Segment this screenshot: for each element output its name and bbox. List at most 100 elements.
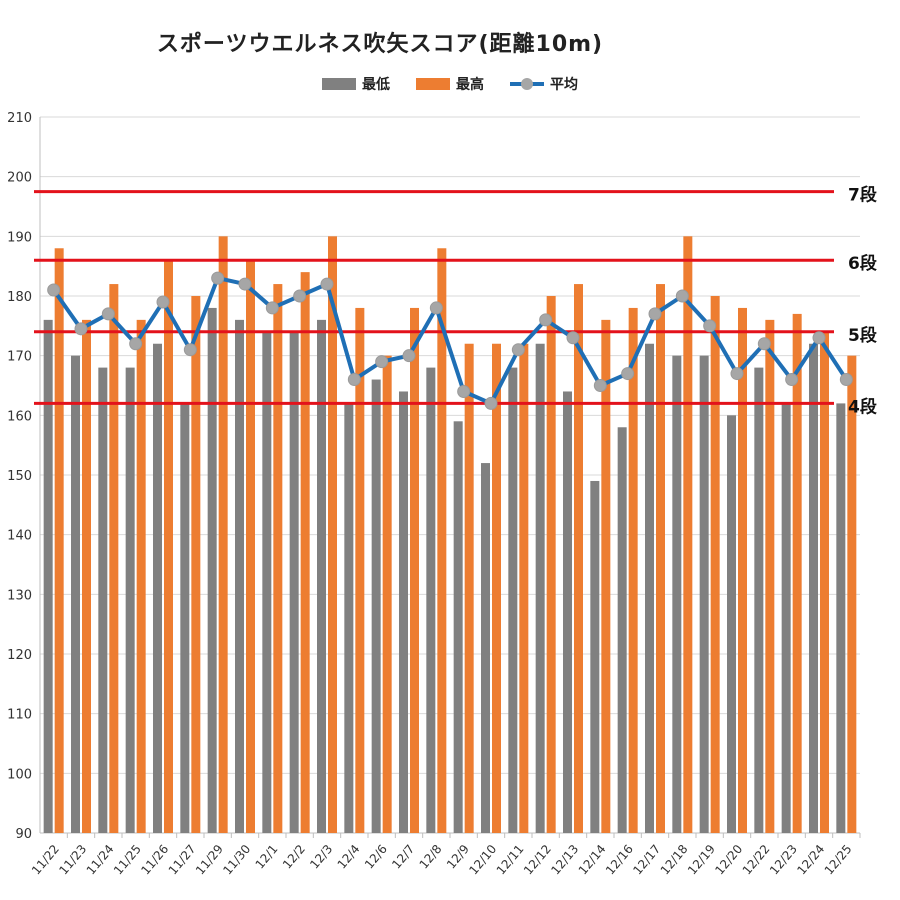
x-tick-label: 12/2 [280,842,308,872]
avg-point [839,373,853,387]
bar-min [699,355,709,833]
bar-min [508,367,518,833]
bar-max [109,284,119,834]
avg-point [74,322,88,336]
bar-max [382,355,392,833]
bar-max [464,343,474,833]
avg-point [757,337,771,351]
bar-max [164,260,173,833]
bar-min [672,355,682,833]
y-tick-label: 190 [7,230,32,245]
x-tick-label: 12/6 [362,842,390,872]
reference-label: 5段 [848,325,877,346]
avg-point [129,337,143,351]
y-tick-label: 170 [7,350,32,365]
legend-item-max: 最高 [416,74,484,94]
x-tick-label: 12/12 [521,842,554,877]
y-tick-label: 210 [7,111,32,126]
bar-max [191,296,201,833]
bar-min [262,331,272,833]
bar-min [535,343,545,833]
bar-min [563,391,572,833]
x-tick-label: 12/20 [712,842,745,877]
legend-item-min: 最低 [322,74,390,94]
avg-point [293,289,307,303]
legend-item-avg: 平均 [510,74,578,94]
x-tick-label: 11/30 [220,842,253,877]
x-tick-label: 12/16 [603,842,636,877]
avg-point [211,271,225,285]
avg-point [238,277,252,291]
avg-point [156,295,170,309]
x-tick-label: 11/22 [29,842,62,877]
bar-max [765,319,775,833]
bar-max [738,307,747,833]
bar-max [546,296,556,833]
avg-point [648,307,662,321]
y-tick-label: 90 [15,827,32,842]
bar-min [153,343,162,833]
bar-max [300,272,310,834]
x-tick-label: 12/14 [576,842,609,877]
y-tick-label: 140 [7,529,32,544]
bar-min [98,367,108,833]
avg-point [593,379,607,392]
bar-min [399,391,408,833]
bar-min [426,367,436,833]
chart-title: スポーツウエルネス吹矢スコア(距離10m) [156,32,604,57]
bar-max [136,319,146,833]
avg-point [183,343,197,357]
bar-max [273,284,283,834]
bar-min [207,307,217,833]
bar-min [71,355,80,833]
reference-label: 7段 [848,185,877,206]
bar-max [683,236,693,834]
legend-swatch-min [322,78,356,90]
avg-point [511,343,525,357]
x-tick-label: 12/23 [767,842,800,877]
bar-min [727,415,736,833]
x-tick-label: 12/4 [335,842,363,872]
x-tick-label: 12/17 [630,842,663,877]
avg-point [730,367,744,381]
legend-label-max: 最高 [456,77,484,93]
legend-label-avg: 平均 [550,77,578,93]
bar-max [218,236,228,834]
x-tick-label: 12/25 [822,842,855,877]
avg-point [621,367,635,381]
bar-min [754,367,764,833]
y-tick-label: 120 [7,648,32,663]
x-tick-label: 12/1 [253,842,281,872]
x-tick-label: 12/22 [740,842,773,877]
x-tick-label: 12/11 [494,842,527,877]
bar-min [317,319,326,833]
avg-point [265,301,279,315]
y-tick-label: 180 [7,290,32,305]
bar-max [847,355,857,833]
bar-min [809,343,818,833]
bar-min [453,421,463,833]
avg-point [539,313,553,327]
x-tick-label: 11/29 [193,842,226,877]
avg-point [703,319,717,333]
bar-min [836,403,846,833]
bar-max [574,284,583,834]
avg-point [675,289,689,303]
reference-label: 4段 [848,396,877,417]
avg-line [52,276,849,406]
legend-label-min: 最低 [362,77,390,93]
legend-swatch-max [416,78,450,90]
avg-point [47,283,61,297]
avg-point [320,277,334,291]
bar-min [125,367,135,833]
bar-max [820,331,829,833]
x-tick-label: 12/13 [548,842,581,877]
bar-min [344,403,354,833]
legend: 最低 最高 平均 [0,74,900,94]
y-tick-label: 110 [7,708,32,723]
bar-max [628,307,638,833]
x-tick-label: 12/18 [658,842,691,877]
x-tick-label: 11/27 [166,842,199,877]
x-tick-label: 12/7 [389,842,417,872]
